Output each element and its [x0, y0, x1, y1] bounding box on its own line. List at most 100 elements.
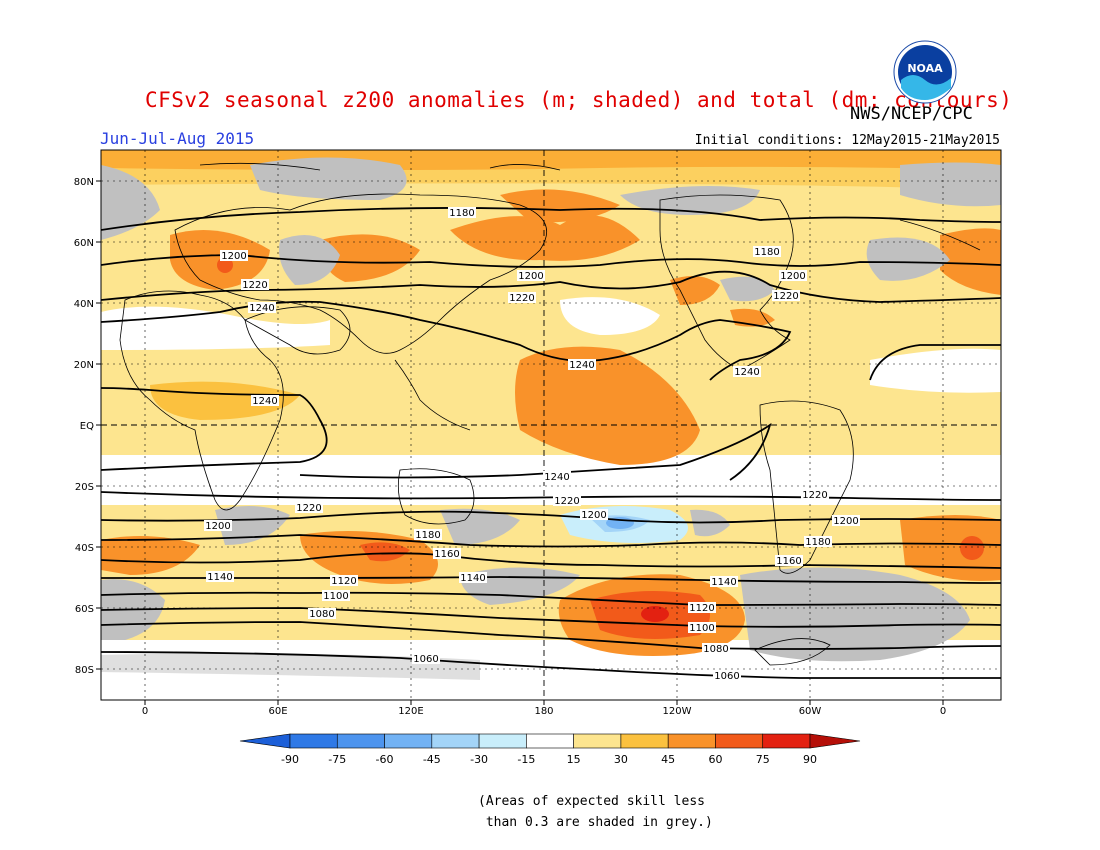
svg-text:1240: 1240	[252, 396, 277, 407]
contour-label: 1060	[713, 670, 741, 682]
lon-label: 60W	[799, 706, 822, 717]
svg-text:1080: 1080	[703, 644, 728, 655]
contour-label: 1200	[832, 515, 860, 527]
contour-label: 1180	[753, 246, 781, 258]
contour-label: 1080	[308, 608, 336, 620]
svg-text:1200: 1200	[205, 521, 230, 532]
svg-text:1100: 1100	[689, 623, 714, 634]
svg-text:1140: 1140	[460, 573, 485, 584]
contour-label: 1140	[206, 571, 234, 583]
contour-label: 1140	[710, 576, 738, 588]
svg-text:1200: 1200	[518, 271, 543, 282]
colorbar-swatch	[289, 733, 338, 749]
colorbar-label: -90	[281, 753, 299, 766]
colorbar-label: -60	[376, 753, 394, 766]
colorbar-swatch	[573, 733, 622, 749]
colorbar-label: 30	[614, 753, 628, 766]
contour-label: 1180	[448, 207, 476, 219]
svg-text:1220: 1220	[554, 496, 579, 507]
lon-label: 0	[142, 706, 148, 717]
season-label: Jun-Jul-Aug 2015	[100, 129, 255, 148]
lon-label: 120W	[663, 706, 692, 717]
contour-label: 1240	[248, 302, 276, 314]
contour-label: 1120	[330, 575, 358, 587]
coastlines	[119, 162, 981, 666]
colorbar-arrow-right	[809, 733, 861, 749]
lat-label: 40S	[75, 543, 94, 554]
lat-label: 20S	[75, 482, 94, 493]
svg-text:1200: 1200	[221, 251, 246, 262]
contour-label: 1180	[804, 536, 832, 548]
lon-label: 180	[534, 706, 553, 717]
contour-label: 1200	[580, 509, 608, 521]
contour-label: 1160	[433, 548, 461, 560]
contour-label: 1080	[702, 643, 730, 655]
colorbar-label: 75	[756, 753, 770, 766]
contour-label: 1160	[775, 555, 803, 567]
colorbar: -90 -75 -60 -45 -30 -15 15 30 45 60 75 90	[239, 733, 861, 766]
colorbar-label: 60	[708, 753, 722, 766]
colorbar-swatch	[478, 733, 527, 749]
svg-text:1240: 1240	[249, 303, 274, 314]
contour-label: 1200	[204, 520, 232, 532]
svg-text:1080: 1080	[309, 609, 334, 620]
contour-label: 1220	[241, 279, 269, 291]
svg-text:1240: 1240	[569, 360, 594, 371]
colorbar-swatch	[620, 733, 669, 749]
svg-text:1100: 1100	[323, 591, 348, 602]
svg-text:1060: 1060	[714, 671, 739, 682]
svg-text:1220: 1220	[296, 503, 321, 514]
svg-text:1120: 1120	[331, 576, 356, 587]
svg-text:1120: 1120	[689, 603, 714, 614]
contour-label: 1220	[801, 489, 829, 501]
svg-text:1220: 1220	[802, 490, 827, 501]
lat-label: 80S	[75, 665, 94, 676]
longitude-labels: 0 60E 120E 180 120W 60W 0	[142, 706, 946, 717]
contour-label: 1240	[568, 359, 596, 371]
svg-text:1220: 1220	[242, 280, 267, 291]
colorbar-label: -15	[517, 753, 535, 766]
svg-text:1140: 1140	[207, 572, 232, 583]
colorbar-swatch	[431, 733, 480, 749]
skill-footnote: (Areas of expected skill less than 0.3 a…	[478, 794, 713, 830]
initial-conditions-label: Initial conditions: 12May2015-21May2015	[694, 133, 1000, 148]
contour-label: 1180	[414, 529, 442, 541]
lat-label: EQ	[80, 421, 94, 432]
svg-text:1140: 1140	[711, 577, 736, 588]
svg-text:1180: 1180	[805, 537, 830, 548]
colorbar-swatch	[667, 733, 716, 749]
contour-label: 1120	[688, 602, 716, 614]
contour-label: 1100	[322, 590, 350, 602]
colorbar-swatch	[715, 733, 764, 749]
colorbar-label: 45	[661, 753, 675, 766]
contour-label: 1200	[517, 270, 545, 282]
longitude-ticks	[144, 700, 944, 705]
svg-text:1200: 1200	[780, 271, 805, 282]
noaa-logo: NOAA	[893, 40, 957, 104]
svg-text:1180: 1180	[754, 247, 779, 258]
lat-label: 40N	[74, 299, 94, 310]
contour-label: 1200	[220, 250, 248, 262]
svg-text:NOAA: NOAA	[907, 62, 943, 75]
lat-label: 60S	[75, 604, 94, 615]
contour-label: 1220	[508, 292, 536, 304]
lat-label: 20N	[74, 360, 94, 371]
contour-label: 1220	[772, 290, 800, 302]
svg-text:1220: 1220	[773, 291, 798, 302]
contour-label: 1200	[779, 270, 807, 282]
contour-label: 1240	[543, 471, 571, 483]
colorbar-swatch	[336, 733, 385, 749]
lon-label: 60E	[268, 706, 287, 717]
colorbar-swatch	[762, 733, 811, 749]
colorbar-label: -30	[470, 753, 488, 766]
svg-text:1180: 1180	[415, 530, 440, 541]
lon-label: 0	[940, 706, 946, 717]
svg-text:1180: 1180	[449, 208, 474, 219]
lat-label: 60N	[74, 238, 94, 249]
agency-label: NWS/NCEP/CPC	[850, 104, 973, 124]
contour-label: 1140	[459, 572, 487, 584]
colorbar-arrow-left	[239, 733, 291, 749]
colorbar-label: -45	[423, 753, 441, 766]
svg-text:1160: 1160	[434, 549, 459, 560]
